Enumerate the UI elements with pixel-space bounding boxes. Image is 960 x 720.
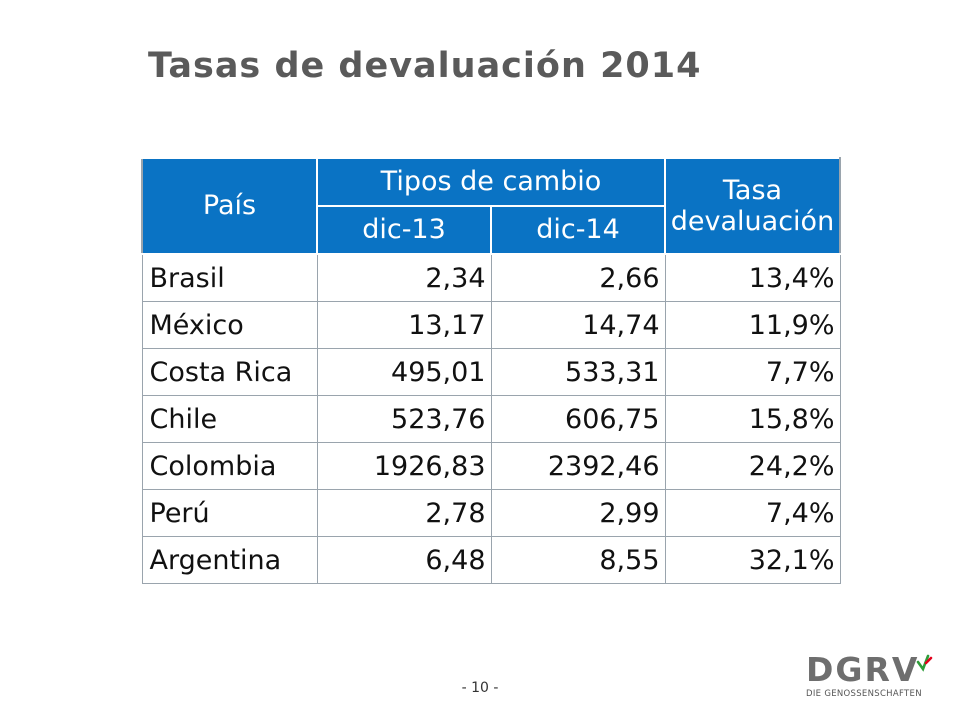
table-row: Chile 523,76 606,75 15,8% <box>141 395 841 443</box>
header-row-2: dic-13 dic-14 <box>142 205 840 255</box>
country-cell: Argentina <box>141 536 318 584</box>
rate-cell: 24,2% <box>664 442 841 490</box>
rate-cell: 7,7% <box>664 348 841 396</box>
country-cell: Colombia <box>141 442 318 490</box>
country-header: País <box>141 157 318 255</box>
page-number: - 10 - <box>461 680 499 696</box>
rate-cell: 15,8% <box>664 395 841 443</box>
country-cell: Perú <box>141 489 318 537</box>
country-cell: Costa Rica <box>141 348 318 396</box>
table-row: Brasil 2,34 2,66 13,4% <box>141 253 841 302</box>
rate-cell: 13,4% <box>664 253 841 302</box>
table-row: Costa Rica 495,01 533,31 7,7% <box>141 348 841 396</box>
table-row: México 13,17 14,74 11,9% <box>141 301 841 349</box>
rate-cell: 7,4% <box>664 489 841 537</box>
country-cell: México <box>141 301 318 349</box>
dec13-cell: 495,01 <box>316 348 492 396</box>
dec14-cell: 14,74 <box>490 301 666 349</box>
dec14-cell: 2,66 <box>490 253 666 302</box>
country-cell: Chile <box>141 395 318 443</box>
header-row-1: País Tipos de cambio Tasa devaluación <box>141 157 841 255</box>
dec14-header: dic-14 <box>490 205 666 255</box>
dec13-cell: 13,17 <box>316 301 492 349</box>
dec13-header: dic-13 <box>316 205 492 255</box>
dgrv-logo: DGRV DIE GENOSSENSCHAFTEN <box>806 652 940 699</box>
table-row: Perú 2,78 2,99 7,4% <box>141 489 841 537</box>
logo-checkmark-icon <box>916 654 933 672</box>
logo-tagline: DIE GENOSSENSCHAFTEN <box>806 689 922 699</box>
dec13-cell: 523,76 <box>316 395 492 443</box>
dec13-cell: 6,48 <box>316 536 492 584</box>
dec13-cell: 1926,83 <box>316 442 492 490</box>
rate-cell: 32,1% <box>664 536 841 584</box>
dec14-cell: 8,55 <box>490 536 666 584</box>
dec13-cell: 2,78 <box>316 489 492 537</box>
dec14-cell: 2392,46 <box>490 442 666 490</box>
devaluation-table: País Tipos de cambio Tasa devaluación di… <box>141 157 841 584</box>
slide-title: Tasas de devaluación 2014 <box>148 46 702 86</box>
dec13-cell: 2,34 <box>316 253 492 302</box>
dec14-cell: 533,31 <box>490 348 666 396</box>
rate-header-line2: devaluación <box>670 206 835 237</box>
table-row: Colombia 1926,83 2392,46 24,2% <box>141 442 841 490</box>
devaluation-rate-header: Tasa devaluación <box>664 157 841 255</box>
table-body: Brasil 2,34 2,66 13,4% México 13,17 14,74 11,9%… <box>141 253 841 584</box>
country-cell: Brasil <box>141 253 318 302</box>
rate-cell: 11,9% <box>664 301 841 349</box>
exchange-rates-header: Tipos de cambio <box>316 157 666 207</box>
dec14-cell: 606,75 <box>490 395 666 443</box>
rate-header-line1: Tasa <box>722 174 783 206</box>
table-row: Argentina 6,48 8,55 32,1% <box>141 536 841 584</box>
dec14-cell: 2,99 <box>490 489 666 537</box>
logo-wordmark: DGRV <box>806 650 920 689</box>
